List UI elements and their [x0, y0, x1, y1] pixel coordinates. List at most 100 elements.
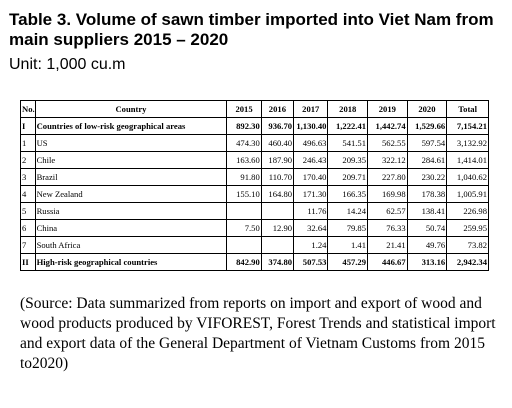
value-cell: 50.74 [406, 219, 448, 237]
value-cell: 164.80 [260, 185, 295, 203]
value-cell: 62.57 [367, 202, 408, 220]
row-number: 2 [20, 151, 36, 169]
value-cell: 49.76 [406, 236, 448, 254]
column-header: 2017 [293, 100, 329, 118]
value-cell: 246.43 [293, 151, 329, 169]
value-cell: 12.90 [260, 219, 295, 237]
value-cell: 155.10 [226, 185, 262, 203]
table-row: 5 Russia 11.76 14.24 62.57 138.41 226.98 [20, 202, 489, 220]
value-cell: 446.67 [367, 253, 408, 271]
value-cell [260, 202, 295, 220]
value-cell: 7,154.21 [446, 117, 489, 135]
value-cell: 284.61 [406, 151, 448, 169]
table-row: 6 China 7.50 12.90 32.64 79.85 76.33 50.74 259.9… [20, 219, 489, 237]
table-row: II High-risk geographical countries 842.90… [20, 253, 489, 271]
value-cell: 507.53 [293, 253, 329, 271]
value-cell: 163.60 [226, 151, 262, 169]
value-cell: 227.80 [367, 168, 408, 186]
row-number: 1 [20, 134, 36, 152]
value-cell: 171.30 [293, 185, 329, 203]
table-header-row: No. Country 2015 2016 2017 2018 2019 2020 Total [20, 100, 489, 118]
value-cell: 562.55 [367, 134, 408, 152]
value-cell: 178.38 [406, 185, 448, 203]
timber-import-table: No. Country 2015 2016 2017 2018 2019 2020 Total … [20, 100, 489, 271]
value-cell: 32.64 [293, 219, 329, 237]
value-cell: 374.80 [260, 253, 295, 271]
country-cell: Chile [34, 151, 228, 169]
table-body: I Countries of low-risk geographical area… [20, 117, 489, 271]
table-row: 4 New Zealand 155.10 164.80 171.30 166.35 169.… [20, 185, 489, 203]
value-cell: 209.71 [327, 168, 369, 186]
column-header: 2018 [327, 100, 369, 118]
value-cell: 1,040.62 [446, 168, 489, 186]
value-cell: 166.35 [327, 185, 369, 203]
value-cell: 110.70 [260, 168, 295, 186]
table-title: Table 3. Volume of sawn timber imported … [9, 10, 494, 49]
value-cell: 1,130.40 [293, 117, 329, 135]
column-header: 2016 [260, 100, 295, 118]
table-row: 3 Brazil 91.80 110.70 170.40 209.71 227.80 230.… [20, 168, 489, 186]
value-cell: 259.95 [446, 219, 489, 237]
country-cell: High-risk geographical countries [34, 253, 228, 271]
value-cell: 138.41 [406, 202, 448, 220]
column-header: 2020 [406, 100, 448, 118]
value-cell: 7.50 [226, 219, 262, 237]
column-header: 2015 [226, 100, 262, 118]
value-cell: 842.90 [226, 253, 262, 271]
value-cell: 209.35 [327, 151, 369, 169]
value-cell: 1.24 [293, 236, 329, 254]
value-cell: 1,005.91 [446, 185, 489, 203]
value-cell: 597.54 [406, 134, 448, 152]
value-cell: 169.98 [367, 185, 408, 203]
value-cell: 936.70 [260, 117, 295, 135]
value-cell: 1,222.41 [327, 117, 369, 135]
value-cell: 1,442.74 [367, 117, 408, 135]
value-cell: 322.12 [367, 151, 408, 169]
value-cell: 313.16 [406, 253, 448, 271]
value-cell: 91.80 [226, 168, 262, 186]
value-cell: 1.41 [327, 236, 369, 254]
column-header: Country [34, 100, 228, 118]
column-header: Total [446, 100, 489, 118]
row-number: 3 [20, 168, 36, 186]
country-cell: South Africa [34, 236, 228, 254]
row-number: 7 [20, 236, 36, 254]
value-cell [226, 202, 262, 220]
table-row: 2 Chile 163.60 187.90 246.43 209.35 322.12 284.… [20, 151, 489, 169]
value-cell: 3,132.92 [446, 134, 489, 152]
value-cell: 2,942.34 [446, 253, 489, 271]
value-cell [226, 236, 262, 254]
table-row: I Countries of low-risk geographical area… [20, 117, 489, 135]
value-cell: 1,414.01 [446, 151, 489, 169]
column-header: 2019 [367, 100, 408, 118]
table-row: 1 US 474.30 460.40 496.63 541.51 562.55 597.54 3… [20, 134, 489, 152]
value-cell: 892.30 [226, 117, 262, 135]
value-cell: 230.22 [406, 168, 448, 186]
column-header: No. [20, 100, 36, 118]
value-cell: 541.51 [327, 134, 369, 152]
row-number: 5 [20, 202, 36, 220]
row-number: II [20, 253, 36, 271]
country-cell: Countries of low-risk geographical areas [34, 117, 228, 135]
value-cell [260, 236, 295, 254]
value-cell: 170.40 [293, 168, 329, 186]
value-cell: 226.98 [446, 202, 489, 220]
unit-label: Unit: 1,000 cu.m [9, 56, 126, 73]
source-note: (Source: Data summarized from reports on… [20, 295, 496, 372]
country-cell: US [34, 134, 228, 152]
value-cell: 474.30 [226, 134, 262, 152]
value-cell: 73.82 [446, 236, 489, 254]
country-cell: Russia [34, 202, 228, 220]
value-cell: 11.76 [293, 202, 329, 220]
country-cell: China [34, 219, 228, 237]
value-cell: 76.33 [367, 219, 408, 237]
value-cell: 14.24 [327, 202, 369, 220]
row-number: 4 [20, 185, 36, 203]
value-cell: 457.29 [327, 253, 369, 271]
value-cell: 21.41 [367, 236, 408, 254]
country-cell: Brazil [34, 168, 228, 186]
table-row: 7 South Africa 1.24 1.41 21.41 49.76 73.82 [20, 236, 489, 254]
value-cell: 79.85 [327, 219, 369, 237]
value-cell: 187.90 [260, 151, 295, 169]
value-cell: 1,529.66 [406, 117, 448, 135]
